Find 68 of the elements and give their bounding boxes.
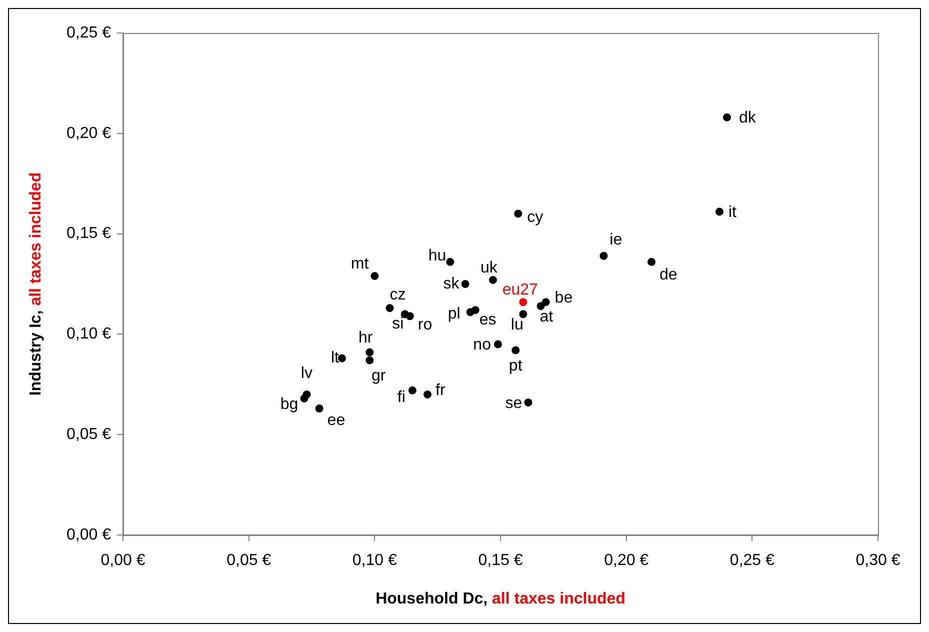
point <box>542 298 550 306</box>
series-label: fr <box>436 382 446 399</box>
y-tick-label: 0,20 € <box>66 124 112 142</box>
series-label: es <box>479 312 496 329</box>
x-tick-label: 0,30 € <box>856 552 900 570</box>
series-label: lt <box>330 350 340 367</box>
series-label: dk <box>739 110 757 127</box>
point <box>366 356 374 364</box>
x-tick-label: 0,05 € <box>226 552 272 570</box>
x-tick-label: 0,20 € <box>604 552 649 570</box>
series-label: fi <box>397 388 406 406</box>
point <box>315 404 324 412</box>
x-tick-label: 0,00 € <box>100 552 146 570</box>
point <box>514 210 522 218</box>
series-label: be <box>554 289 573 306</box>
x-tick-label: 0,25 € <box>730 552 775 570</box>
series-label: at <box>540 308 554 326</box>
point <box>494 340 502 348</box>
point <box>519 298 528 306</box>
series-label: ee <box>327 412 346 429</box>
x-tick-label: 0,15 € <box>478 552 523 570</box>
point <box>386 304 394 312</box>
y-tick-label: 0,15 € <box>66 225 112 242</box>
series-label: lv <box>300 364 312 382</box>
point <box>524 398 532 406</box>
series-label: cz <box>390 286 406 304</box>
point <box>519 310 528 318</box>
series-label: gr <box>372 368 386 385</box>
series-label: sk <box>443 275 460 292</box>
point <box>408 386 416 394</box>
point <box>424 390 432 398</box>
point <box>723 113 731 122</box>
series-label: bg <box>280 396 298 413</box>
x-tick-label: 0,10 € <box>352 552 398 570</box>
series-label: pt <box>508 358 523 375</box>
point <box>600 252 608 260</box>
y-tick-label: 0,10 € <box>66 326 112 343</box>
point <box>466 308 474 316</box>
series-label: cy <box>527 209 544 226</box>
point <box>461 280 470 288</box>
y-tick-label: 0,25 € <box>66 24 112 42</box>
series-label: lu <box>510 316 524 334</box>
series-label: si <box>392 316 404 333</box>
series-label: de <box>660 266 678 284</box>
point <box>446 258 454 266</box>
series-label: hu <box>428 247 446 264</box>
series-label: mt <box>350 255 370 272</box>
y-axis-title: Industry Ic, all taxes included <box>27 172 44 396</box>
point <box>302 390 311 398</box>
series-label: it <box>728 204 738 222</box>
series-label: se <box>505 394 522 412</box>
point <box>370 272 379 280</box>
y-tick-label: 0,00 € <box>66 526 112 544</box>
y-tick-label: 0,05 € <box>66 426 112 444</box>
series-label: ro <box>418 316 432 334</box>
series-label: uk <box>480 259 498 276</box>
series-label: ie <box>610 231 622 248</box>
x-axis-title: Household Dc, all taxes included <box>376 590 626 608</box>
point <box>366 348 374 356</box>
series-label: pl <box>448 306 460 323</box>
series-label: no <box>473 336 492 354</box>
point <box>715 208 724 216</box>
point <box>488 276 497 284</box>
series-label: eu27 <box>502 281 538 298</box>
point <box>648 258 656 266</box>
point <box>400 310 409 318</box>
series-label: hr <box>358 330 374 347</box>
point <box>512 346 520 354</box>
